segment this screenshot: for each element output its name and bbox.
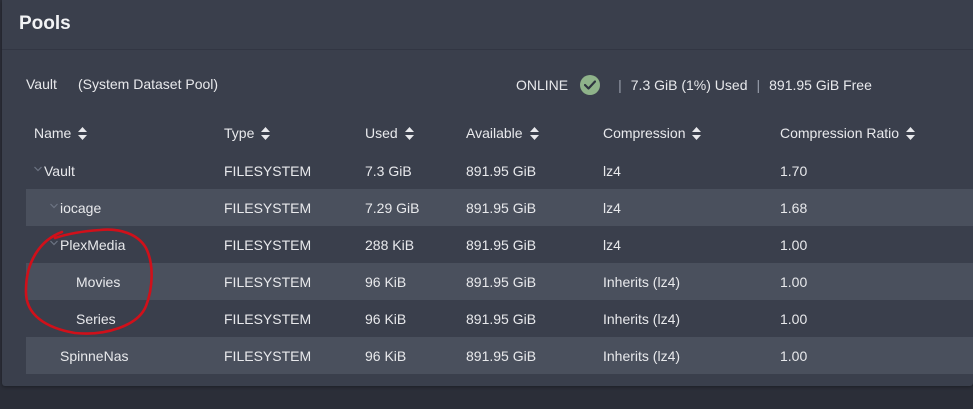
sort-icon[interactable] (261, 126, 271, 140)
column-header-type[interactable]: Type (224, 125, 271, 141)
cell-compression: lz4 (603, 200, 621, 216)
title-divider (2, 49, 973, 50)
cell-ratio: 1.70 (780, 163, 808, 179)
table-row[interactable]: iocage FILESYSTEM 7.29 GiB 891.95 GiB lz4 1.6… (26, 189, 973, 226)
column-header-compression[interactable]: Compression (603, 125, 702, 141)
sort-icon[interactable] (906, 126, 916, 140)
cell-compression: Inherits (lz4) (603, 274, 681, 290)
table-body: Vault FILESYSTEM 7.3 GiB 891.95 GiB lz4 1.70 i… (26, 152, 973, 374)
cell-available: 891.95 GiB (466, 348, 537, 364)
sort-icon[interactable] (529, 126, 539, 140)
sort-icon[interactable] (404, 126, 414, 140)
cell-compression: lz4 (603, 163, 621, 179)
pool-subtitle: (System Dataset Pool) (78, 76, 219, 92)
cell-type: FILESYSTEM (224, 200, 312, 216)
cell-type: FILESYSTEM (224, 348, 312, 364)
column-header-label: Compression (603, 125, 686, 141)
cell-available: 891.95 GiB (466, 237, 537, 253)
cell-name: Vault (44, 163, 75, 179)
cell-available: 891.95 GiB (466, 311, 537, 327)
sort-icon[interactable] (78, 126, 88, 140)
cell-type: FILESYSTEM (224, 274, 312, 290)
column-header-label: Used (365, 125, 398, 141)
column-header-available[interactable]: Available (466, 125, 539, 141)
cell-name: SpinneNas (60, 348, 129, 364)
column-header-ratio[interactable]: Compression Ratio (780, 125, 916, 141)
sort-icon[interactable] (692, 126, 702, 140)
separator: | (618, 77, 622, 93)
cell-used: 7.3 GiB (365, 163, 412, 179)
cell-name: Movies (76, 274, 121, 290)
column-header-name[interactable]: Name (34, 125, 88, 141)
pools-card: Pools Vault (System Dataset Pool) ONLINE… (2, 0, 973, 386)
pool-status-text: ONLINE (516, 77, 569, 93)
cell-type: FILESYSTEM (224, 311, 312, 327)
cell-ratio: 1.00 (780, 348, 808, 364)
card-title: Pools (19, 13, 71, 34)
cell-used: 96 KiB (365, 274, 407, 290)
datasets-table: Name Type Used Available Compression Compress… (26, 115, 973, 374)
cell-available: 891.95 GiB (466, 274, 537, 290)
table-row[interactable]: Vault FILESYSTEM 7.3 GiB 891.95 GiB lz4 1.70 (26, 152, 973, 189)
column-header-label: Available (466, 125, 523, 141)
separator: | (756, 77, 761, 93)
table-row[interactable]: Series FILESYSTEM 96 KiB 891.95 GiB Inherits… (26, 300, 973, 337)
cell-used: 288 KiB (365, 237, 415, 253)
cell-type: FILESYSTEM (224, 237, 312, 253)
cell-available: 891.95 GiB (466, 200, 537, 216)
check-circle-icon (580, 75, 601, 95)
column-header-label: Type (224, 125, 255, 141)
cell-compression: Inherits (lz4) (603, 348, 681, 364)
cell-name: PlexMedia (60, 237, 126, 253)
column-header-used[interactable]: Used (365, 125, 414, 141)
pool-header: Vault (System Dataset Pool) ONLINE | 7.3… (2, 66, 973, 104)
pool-used: 7.3 GiB (1%) Used (630, 77, 748, 93)
pool-status: ONLINE | 7.3 GiB (1%) Used | 891.95 GiB … (516, 74, 872, 96)
cell-ratio: 1.68 (780, 200, 808, 216)
table-row[interactable]: Movies FILESYSTEM 96 KiB 891.95 GiB Inherits… (26, 263, 973, 300)
table-header: Name Type Used Available Compression Compress… (26, 115, 973, 152)
cell-available: 891.95 GiB (466, 163, 537, 179)
cell-ratio: 1.00 (780, 274, 808, 290)
cell-ratio: 1.00 (780, 311, 808, 327)
cell-used: 96 KiB (365, 311, 407, 327)
chevron-down-icon[interactable] (50, 239, 58, 247)
table-row[interactable]: PlexMedia FILESYSTEM 288 KiB 891.95 GiB lz4 1… (26, 226, 973, 263)
chevron-down-icon[interactable] (34, 165, 42, 173)
cell-name: iocage (60, 200, 102, 216)
column-header-label: Name (34, 125, 72, 141)
pool-free: 891.95 GiB Free (769, 77, 872, 93)
cell-type: FILESYSTEM (224, 163, 312, 179)
cell-compression: Inherits (lz4) (603, 311, 681, 327)
table-row[interactable]: SpinneNas FILESYSTEM 96 KiB 891.95 GiB Inher… (26, 337, 973, 374)
cell-used: 96 KiB (365, 348, 407, 364)
cell-name: Series (76, 311, 116, 327)
column-header-label: Compression Ratio (780, 125, 900, 141)
cell-used: 7.29 GiB (365, 200, 420, 216)
cell-ratio: 1.00 (780, 237, 808, 253)
pool-name: Vault (26, 76, 57, 92)
cell-compression: lz4 (603, 237, 621, 253)
chevron-down-icon[interactable] (50, 202, 58, 210)
